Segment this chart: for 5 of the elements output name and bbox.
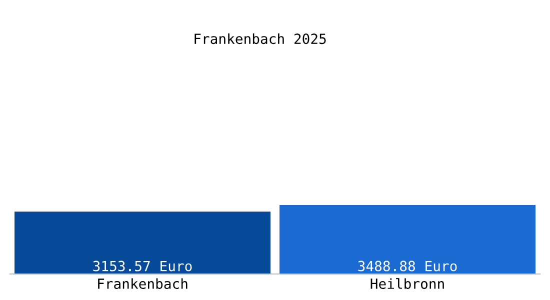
chart-title: Frankenbach 2025 <box>194 33 326 44</box>
data-label: 3488.88 Euro <box>358 260 457 272</box>
x-tick-label: Frankenbach <box>98 278 188 289</box>
data-label: 3153.57 Euro <box>93 260 192 272</box>
x-tick-label: Heilbronn <box>370 278 444 289</box>
